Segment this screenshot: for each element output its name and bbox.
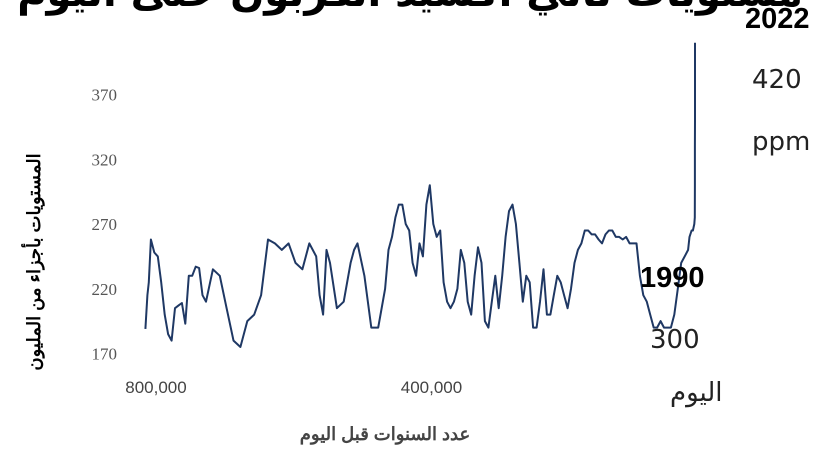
series-line-co2: [144, 42, 696, 348]
annotation-value-1990: 300: [650, 325, 700, 355]
y-axis-ticks: 170 220 270 320 370: [92, 86, 118, 364]
y-tick-label: 320: [92, 150, 118, 169]
annotation-year-1990: 1990: [640, 262, 705, 294]
annotation-value-2022: 420: [752, 65, 802, 95]
y-tick-label: 220: [92, 280, 118, 299]
annotation-year-2022: 2022: [745, 3, 810, 35]
y-tick-label: 170: [92, 345, 118, 364]
y-tick-label: 370: [92, 86, 118, 105]
chart-title-clip: مستويات ثاني أكسيد الكربون حتى اليوم: [0, 0, 820, 16]
y-tick-label: 270: [92, 215, 118, 234]
x-axis-ticks: 800,000 400,000: [125, 378, 462, 397]
x-tick-label: 400,000: [401, 378, 462, 397]
annotation-unit-2022: ppm: [752, 127, 811, 157]
x-tick-label: 800,000: [125, 378, 186, 397]
annotation-today: اليوم: [670, 378, 723, 408]
y-axis-label: المستويات بأجزاء من المليون: [21, 153, 45, 370]
chart-title: مستويات ثاني أكسيد الكربون حتى اليوم: [0, 0, 820, 16]
x-axis-label: عدد السنوات قبل اليوم: [300, 424, 470, 445]
